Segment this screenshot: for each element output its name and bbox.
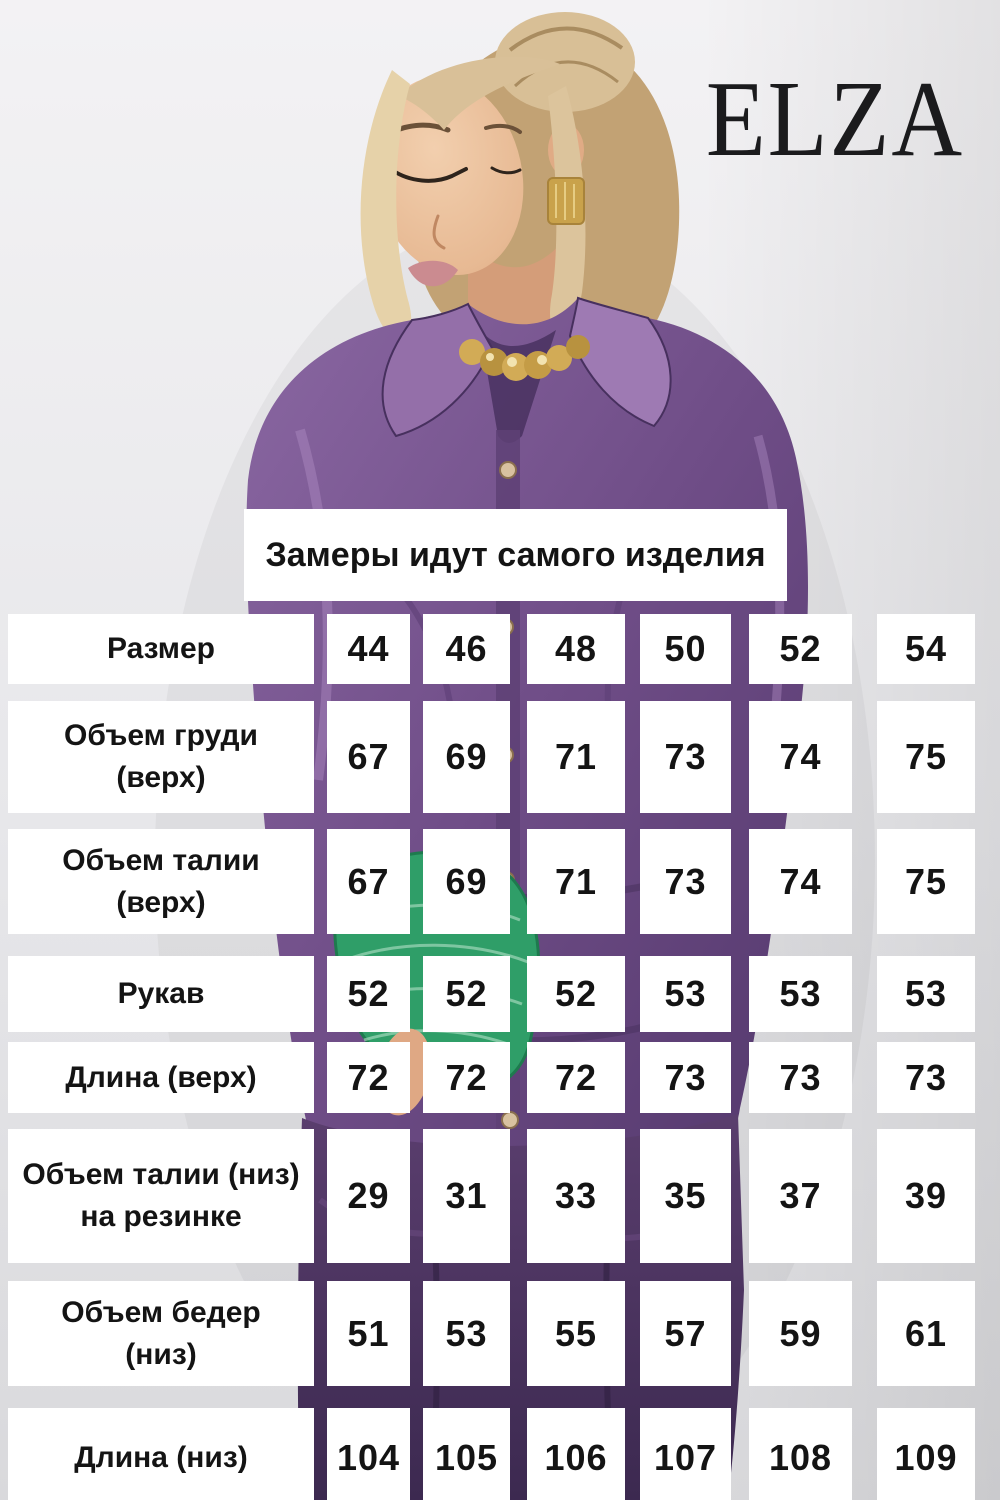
value-cell: 69 bbox=[423, 701, 510, 813]
value-cell: 44 bbox=[327, 614, 410, 684]
label-cell: Длина (верх) bbox=[8, 1042, 314, 1113]
label-cell: Объем груди (верх) bbox=[8, 701, 314, 813]
value-cell: 108 bbox=[749, 1408, 852, 1500]
value-cell: 52 bbox=[423, 956, 510, 1032]
value-cell: 59 bbox=[749, 1281, 852, 1386]
value-cell: 57 bbox=[640, 1281, 731, 1386]
label-cell: Объем талии (верх) bbox=[8, 829, 314, 934]
table-row-sleeve: Рукав 52 52 52 53 53 53 bbox=[0, 956, 1000, 1032]
value-cell: 29 bbox=[327, 1129, 410, 1263]
value-cell: 73 bbox=[640, 829, 731, 934]
value-cell: 52 bbox=[527, 956, 625, 1032]
value-cell: 39 bbox=[877, 1129, 975, 1263]
value-cell: 74 bbox=[749, 701, 852, 813]
table-row-size: Размер 44 46 48 50 52 54 bbox=[0, 614, 1000, 684]
value-cell: 75 bbox=[877, 829, 975, 934]
measure-note-banner: Замеры идут самого изделия bbox=[244, 509, 787, 601]
value-cell: 73 bbox=[640, 1042, 731, 1113]
value-cell: 52 bbox=[749, 614, 852, 684]
value-cell: 72 bbox=[423, 1042, 510, 1113]
value-cell: 104 bbox=[327, 1408, 410, 1500]
value-cell: 53 bbox=[640, 956, 731, 1032]
value-cell: 35 bbox=[640, 1129, 731, 1263]
value-cell: 52 bbox=[327, 956, 410, 1032]
label-cell: Размер bbox=[8, 614, 314, 684]
label-cell: Длина (низ) bbox=[8, 1408, 314, 1500]
value-cell: 48 bbox=[527, 614, 625, 684]
value-cell: 33 bbox=[527, 1129, 625, 1263]
value-cell: 71 bbox=[527, 701, 625, 813]
collar-right bbox=[568, 296, 672, 428]
value-cell: 31 bbox=[423, 1129, 510, 1263]
value-cell: 73 bbox=[640, 701, 731, 813]
gold-earring bbox=[547, 177, 585, 225]
value-cell: 67 bbox=[327, 829, 410, 934]
value-cell: 50 bbox=[640, 614, 731, 684]
value-cell: 67 bbox=[327, 701, 410, 813]
value-cell: 53 bbox=[877, 956, 975, 1032]
table-row-chest: Объем груди (верх) 67 69 71 73 74 75 bbox=[0, 701, 1000, 813]
value-cell: 109 bbox=[877, 1408, 975, 1500]
value-cell: 74 bbox=[749, 829, 852, 934]
table-row-length-top: Длина (верх) 72 72 72 73 73 73 bbox=[0, 1042, 1000, 1113]
value-cell: 71 bbox=[527, 829, 625, 934]
measure-note-text: Замеры идут самого изделия bbox=[265, 535, 766, 574]
value-cell: 54 bbox=[877, 614, 975, 684]
value-cell: 46 bbox=[423, 614, 510, 684]
table-row-length-bottom: Длина (низ) 104 105 106 107 108 109 bbox=[0, 1408, 1000, 1500]
value-cell: 72 bbox=[327, 1042, 410, 1113]
table-row-hips: Объем бедер (низ) 51 53 55 57 59 61 bbox=[0, 1281, 1000, 1386]
value-cell: 61 bbox=[877, 1281, 975, 1386]
value-cell: 53 bbox=[423, 1281, 510, 1386]
value-cell: 53 bbox=[749, 956, 852, 1032]
label-cell: Объем бедер (низ) bbox=[8, 1281, 314, 1386]
value-cell: 55 bbox=[527, 1281, 625, 1386]
value-cell: 73 bbox=[877, 1042, 975, 1113]
lips bbox=[408, 260, 458, 287]
value-cell: 106 bbox=[527, 1408, 625, 1500]
gold-necklace bbox=[459, 335, 590, 381]
table-row-waist-bottom: Объем талии (низ) на резинке 29 31 33 35… bbox=[0, 1129, 1000, 1263]
closed-eye-right bbox=[490, 166, 522, 175]
value-cell: 75 bbox=[877, 701, 975, 813]
value-cell: 107 bbox=[640, 1408, 731, 1500]
collar-left bbox=[381, 302, 494, 438]
table-row-waist-top: Объем талии (верх) 67 69 71 73 74 75 bbox=[0, 829, 1000, 934]
nose bbox=[432, 214, 446, 250]
value-cell: 69 bbox=[423, 829, 510, 934]
label-cell: Объем талии (низ) на резинке bbox=[8, 1129, 314, 1263]
right-brow bbox=[484, 123, 522, 134]
value-cell: 73 bbox=[749, 1042, 852, 1113]
brand-logo: ELZA bbox=[705, 60, 965, 180]
label-cell: Рукав bbox=[8, 956, 314, 1032]
value-cell: 105 bbox=[423, 1408, 510, 1500]
value-cell: 51 bbox=[327, 1281, 410, 1386]
hair-front bbox=[398, 56, 560, 130]
closed-eye-left bbox=[390, 167, 468, 183]
value-cell: 72 bbox=[527, 1042, 625, 1113]
value-cell: 37 bbox=[749, 1129, 852, 1263]
